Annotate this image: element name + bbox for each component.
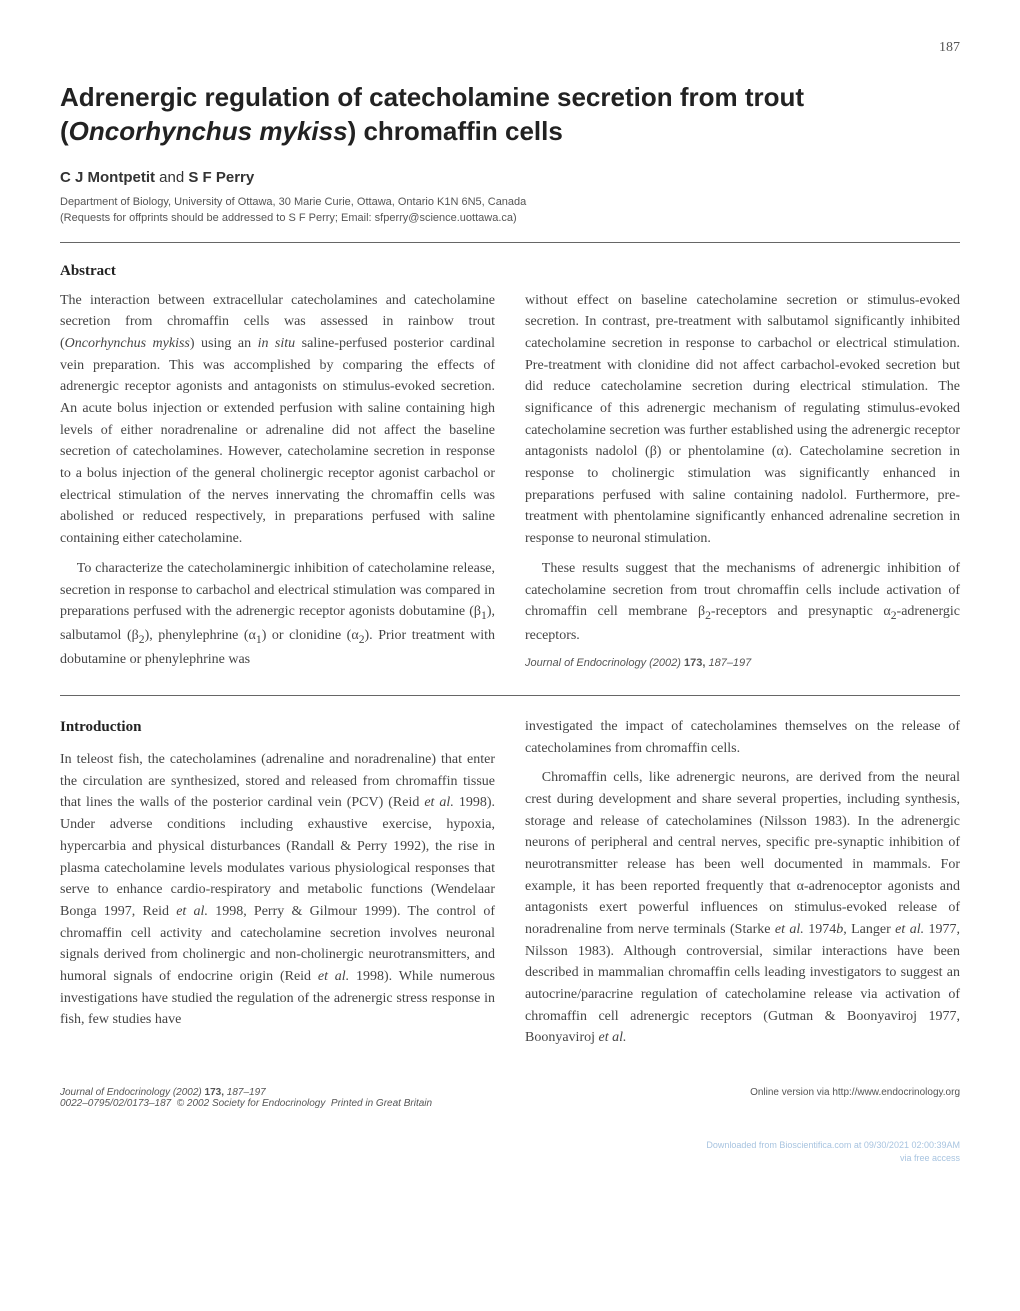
watermark-access: via free access <box>60 1152 960 1165</box>
abstract-right-column: without effect on baseline catecholamine… <box>525 290 960 680</box>
abstract-paragraph: The interaction between extracellular ca… <box>60 290 495 550</box>
affiliation-contact: (Requests for offprints should be addres… <box>60 210 960 227</box>
divider-top <box>60 242 960 243</box>
abstract-paragraph: These results suggest that the mechanism… <box>525 558 960 647</box>
article-title: Adrenergic regulation of catecholamine s… <box>60 81 960 149</box>
intro-paragraph: In teleost fish, the catecholamines (adr… <box>60 749 495 1031</box>
abstract-left-column: The interaction between extracellular ca… <box>60 290 495 680</box>
abstract-heading: Abstract <box>60 263 960 280</box>
authors: C J Montpetit and S F Perry <box>60 169 960 186</box>
intro-paragraph: investigated the impact of catecholamine… <box>525 716 960 759</box>
intro-columns: Introduction In teleost fish, the catech… <box>60 716 960 1057</box>
page-number: 187 <box>60 40 960 56</box>
footer-online-link: Online version via http://www.endocrinol… <box>750 1087 960 1109</box>
intro-left-column: Introduction In teleost fish, the catech… <box>60 716 495 1057</box>
affiliation: Department of Biology, University of Ott… <box>60 194 960 227</box>
intro-right-column: investigated the impact of catecholamine… <box>525 716 960 1057</box>
affiliation-address: Department of Biology, University of Ott… <box>60 194 960 211</box>
footer-citation: Journal of Endocrinology (2002) 173, 187… <box>60 1087 432 1109</box>
watermark-timestamp: Downloaded from Bioscientifica.com at 09… <box>60 1139 960 1152</box>
abstract-paragraph: without effect on baseline catecholamine… <box>525 290 960 550</box>
abstract-citation: Journal of Endocrinology (2002) 173, 187… <box>525 655 960 672</box>
divider-mid <box>60 695 960 696</box>
page-footer: Journal of Endocrinology (2002) 173, 187… <box>60 1087 960 1109</box>
abstract-columns: The interaction between extracellular ca… <box>60 290 960 680</box>
intro-paragraph: Chromaffin cells, like adrenergic neuron… <box>525 767 960 1049</box>
download-watermark: Downloaded from Bioscientifica.com at 09… <box>60 1139 960 1164</box>
abstract-paragraph: To characterize the catecholaminergic in… <box>60 558 495 671</box>
introduction-heading: Introduction <box>60 716 495 739</box>
